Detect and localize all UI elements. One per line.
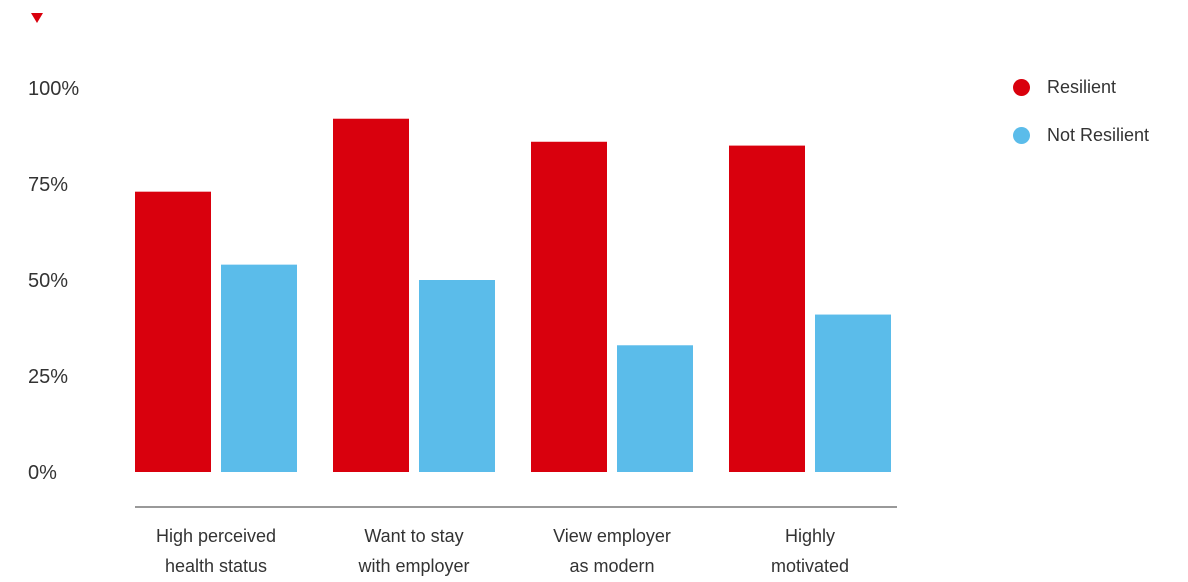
x-tick-label: health status — [165, 556, 267, 576]
bar-resilient — [729, 145, 805, 472]
bar-not-resilient — [617, 345, 693, 472]
y-tick-label: 100% — [28, 78, 79, 100]
legend: Resilient Not Resilient — [1013, 74, 1149, 170]
x-tick-label: View employer — [553, 526, 671, 546]
bar-not-resilient — [419, 280, 495, 472]
bar-not-resilient — [815, 314, 891, 472]
legend-item-not-resilient: Not Resilient — [1013, 122, 1149, 148]
legend-swatch-not-resilient — [1013, 126, 1030, 144]
y-tick-label: 25% — [28, 366, 68, 388]
bar-not-resilient — [221, 264, 297, 472]
x-tick-label: Highly — [785, 526, 835, 546]
legend-label-resilient: Resilient — [1047, 76, 1117, 97]
triangle-down-icon — [31, 13, 43, 23]
bar-resilient — [135, 191, 211, 472]
bar-resilient — [531, 141, 607, 472]
bar-resilient — [333, 118, 409, 472]
x-tick-label: motivated — [771, 556, 849, 576]
y-tick-label: 75% — [28, 174, 68, 196]
y-tick-label: 50% — [28, 270, 68, 292]
legend-swatch-resilient — [1013, 78, 1030, 96]
x-tick-label: as modern — [569, 556, 654, 576]
x-tick-label: Want to stay — [364, 526, 463, 546]
legend-item-resilient: Resilient — [1013, 74, 1149, 100]
x-tick-label: with employer — [357, 556, 469, 576]
y-tick-label: 0% — [28, 462, 57, 484]
x-tick-label: High perceived — [156, 526, 276, 546]
legend-label-not-resilient: Not Resilient — [1047, 124, 1150, 145]
